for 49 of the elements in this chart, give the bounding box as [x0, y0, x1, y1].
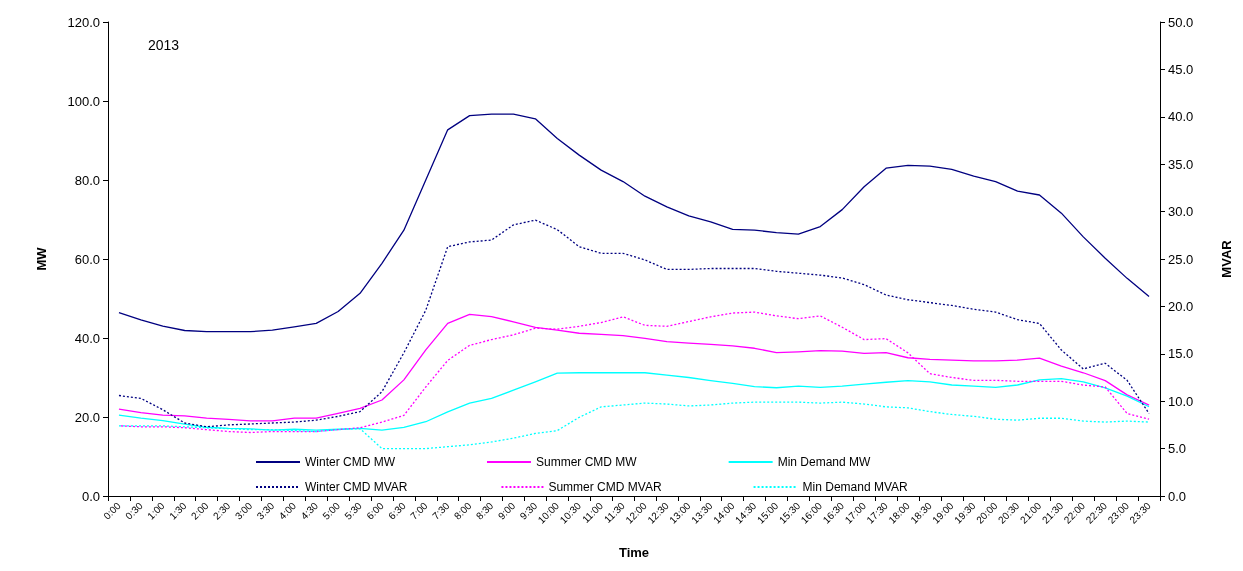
y2-tick-label: 25.0 [1168, 251, 1194, 267]
legend-label: Min Demand MW [777, 455, 871, 469]
x-tick-label: 5:00 [320, 499, 343, 522]
y-tick-label: 80.0 [74, 172, 100, 188]
y-axis-title: MW [34, 246, 49, 271]
x-tick-label: 8:30 [473, 499, 496, 522]
line-series [118, 113, 1150, 333]
y2-tick-label: 40.0 [1168, 109, 1194, 125]
y2-axis-title: MVAR [1219, 239, 1234, 278]
y2-tick-label: 35.0 [1168, 156, 1194, 172]
x-tick-label: 6:00 [364, 499, 387, 522]
legend-label: Winter CMD MW [305, 455, 396, 469]
x-tick-label: 2:00 [188, 499, 211, 522]
x-tick-label: 4:30 [298, 499, 321, 522]
y-tick-label: 40.0 [74, 330, 100, 346]
legend-label: Summer CMD MW [535, 455, 638, 469]
x-tick-label: 0:30 [123, 499, 146, 522]
y-tick-label: 100.0 [67, 93, 100, 109]
y2-tick-label: 50.0 [1168, 14, 1194, 30]
y2-tick-label: 45.0 [1168, 61, 1194, 77]
x-tick-label: 7:30 [430, 499, 452, 522]
y-tick-label: 0.0 [81, 488, 100, 504]
y2-tick-label: 0.0 [1168, 488, 1187, 504]
legend-label: Winter CMD MVAR [305, 480, 408, 494]
x-tick-label: 3:00 [232, 499, 255, 522]
y-tick-label: 20.0 [74, 409, 100, 425]
x-axis-title: Time [618, 545, 650, 560]
line-series [118, 219, 1150, 428]
y2-tick-label: 15.0 [1168, 346, 1194, 362]
y2-tick-label: 30.0 [1168, 204, 1194, 220]
y2-tick-label: 10.0 [1168, 393, 1194, 409]
x-tick-label: 6:30 [386, 499, 409, 522]
x-tick-label: 0:00 [101, 499, 124, 522]
x-tick-label: 1:00 [145, 499, 167, 522]
x-tick-label: 7:00 [408, 499, 430, 522]
x-tick-label: 1:30 [167, 499, 189, 522]
y-tick-label: 60.0 [74, 251, 100, 267]
y2-tick-label: 20.0 [1168, 298, 1194, 314]
x-tick-label: 4:00 [276, 499, 299, 522]
y-tick-label: 120.0 [67, 14, 100, 30]
x-tick-label: 5:30 [342, 499, 365, 522]
x-tick-label: 9:00 [495, 499, 518, 522]
annotation: 2013 [148, 37, 180, 53]
x-tick-label: 3:30 [254, 499, 277, 522]
x-tick-label: 2:30 [210, 499, 233, 522]
legend-label: Summer CMD MVAR [548, 480, 662, 494]
legend-label: Min Demand MVAR [802, 480, 909, 494]
y2-tick-label: 5.0 [1168, 441, 1187, 457]
x-tick-label: 8:00 [451, 499, 474, 522]
